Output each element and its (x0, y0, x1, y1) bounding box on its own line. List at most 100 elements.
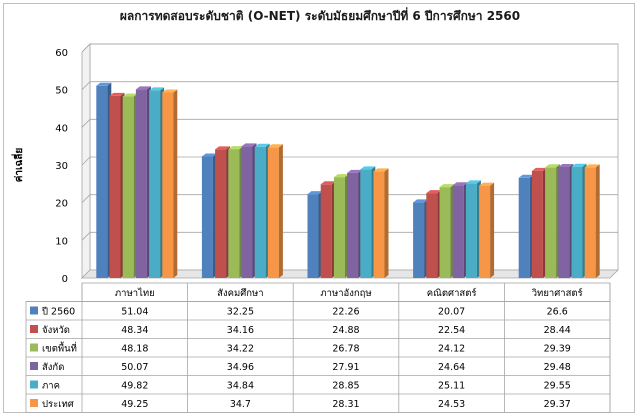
bar-top (122, 93, 138, 97)
bar-top (320, 181, 336, 185)
bar-top (201, 153, 217, 157)
gridline-side (81, 156, 91, 166)
bar-top (413, 199, 429, 203)
table-cell-value: 32.25 (227, 307, 254, 318)
table-cell-value: 24.12 (438, 344, 465, 355)
x-category-label: สังคมศึกษา (217, 288, 263, 299)
bar-front (241, 146, 253, 278)
bar-front (96, 85, 108, 279)
x-category-label: ภาษาอังกฤษ (320, 288, 371, 299)
bar-front (109, 95, 121, 278)
bar-top (162, 89, 178, 93)
bar-top (307, 191, 323, 195)
table-cell-value: 48.18 (121, 344, 148, 355)
legend-swatch (30, 362, 38, 370)
table-cell-value: 28.85 (332, 381, 359, 392)
bar-top (426, 190, 442, 194)
table-cell-value: 24.53 (438, 399, 465, 410)
bar-top (545, 164, 561, 168)
bar-top (109, 92, 125, 96)
bar-front (320, 184, 332, 278)
table-cell-value: 26.6 (547, 307, 568, 318)
y-tick-label: 40 (55, 123, 68, 134)
legend-swatch (30, 343, 38, 352)
chart-title: ผลการทดสอบระดับชาติ (O-NET) ระดับมัธยมศึ… (119, 9, 521, 23)
bar-front (452, 185, 464, 278)
table-cell-value: 29.37 (544, 399, 571, 410)
gridline-side (81, 194, 91, 203)
bar-front (465, 183, 477, 278)
gridline-side (81, 43, 91, 53)
legend-label: ภาค (42, 381, 60, 392)
table-cell-value: 22.54 (438, 325, 465, 336)
bar-front (228, 149, 240, 278)
bar-front (558, 166, 570, 278)
gridline-side (81, 119, 91, 128)
table-cell-value: 26.78 (332, 344, 359, 355)
bar-front (531, 170, 543, 278)
bar-front (518, 177, 530, 278)
x-category-label: ภาษาไทย (115, 287, 155, 299)
bar-top (333, 174, 349, 178)
bar-top (439, 184, 455, 188)
legend-swatch (30, 399, 38, 407)
y-tick-label: 50 (55, 86, 68, 97)
legend-label: ประเทศ (42, 399, 74, 410)
table-cell-value: 27.91 (332, 362, 359, 373)
bar-top (531, 167, 547, 171)
table-cell-value: 34.84 (227, 381, 254, 392)
bar-front (545, 167, 557, 278)
bar-top (241, 143, 257, 147)
bar-top (254, 143, 270, 147)
table-cell-value: 24.88 (332, 325, 359, 336)
bar-front (135, 89, 147, 278)
bar-top (518, 174, 534, 178)
bar-top (465, 180, 481, 184)
gridline-side (81, 81, 91, 90)
bar-top (96, 82, 112, 86)
legend-label: สังกัด (42, 362, 64, 373)
bar-top (215, 146, 231, 150)
bar-top (347, 169, 363, 173)
table-cell-value: 34.22 (227, 344, 254, 355)
bar-front (413, 202, 425, 278)
bar-top (149, 87, 165, 91)
bar-side (595, 164, 600, 278)
bar-front (254, 146, 266, 278)
bar-front (426, 193, 438, 278)
y-tick-label: 0 (62, 274, 68, 285)
table-cell-value: 51.04 (121, 307, 148, 318)
table-cell-value: 34.7 (230, 399, 251, 410)
bar-front (162, 92, 174, 278)
bar-top (452, 182, 468, 186)
bar-front (584, 167, 596, 278)
table-cell-value: 28.31 (332, 399, 359, 410)
bar-front (149, 90, 161, 278)
bar-top (558, 163, 574, 167)
table-cell-value: 22.26 (332, 307, 359, 318)
bar-top (135, 86, 151, 90)
table-cell-value: 25.11 (438, 381, 465, 392)
table-cell-value: 49.25 (121, 399, 148, 410)
legend-label: ปี 2560 (41, 306, 75, 318)
x-category-label: คณิตศาสตร์ (427, 287, 477, 299)
bar-top (373, 168, 389, 172)
bar-front (479, 185, 491, 278)
table-cell-value: 24.64 (438, 362, 465, 373)
bar-side (490, 182, 495, 278)
bar-front (333, 177, 345, 278)
x-category-label: วิทยาศาสตร์ (531, 287, 583, 299)
table-cell-value: 34.96 (227, 362, 254, 373)
legend-swatch (30, 325, 38, 333)
bar-front (439, 187, 451, 278)
table-cell-value: 28.44 (544, 325, 571, 336)
table-cell-value: 29.39 (544, 344, 571, 355)
table-cell-value: 49.82 (121, 381, 148, 392)
bar-top (360, 166, 376, 170)
bar-top (584, 164, 600, 168)
y-axis-title: ค่าเฉลี่ย (11, 148, 25, 183)
bar-top (571, 163, 587, 167)
bar-front (201, 156, 213, 278)
legend-label: จังหวัด (42, 325, 70, 336)
